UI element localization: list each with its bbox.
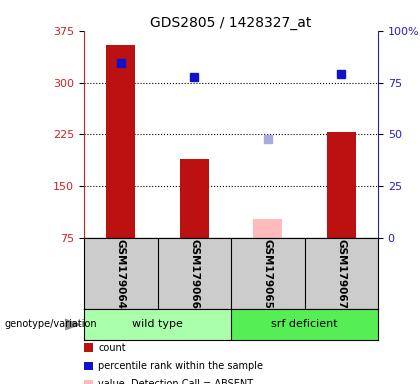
Text: GSM179066: GSM179066 [189,239,199,308]
Text: GSM179067: GSM179067 [336,238,346,309]
Text: genotype/variation: genotype/variation [4,319,97,329]
Text: srf deficient: srf deficient [271,319,338,329]
Bar [106,45,135,238]
Text: count: count [98,343,126,353]
Bar [327,132,356,238]
Text: percentile rank within the sample: percentile rank within the sample [98,361,263,371]
Bar [231,309,378,340]
Title: GDS2805 / 1428327_at: GDS2805 / 1428327_at [150,16,312,30]
Text: wild type: wild type [132,319,183,329]
Bar [180,159,209,238]
Bar [253,219,282,238]
Text: value, Detection Call = ABSENT: value, Detection Call = ABSENT [98,379,253,384]
Polygon shape [65,319,82,330]
Text: GSM179065: GSM179065 [263,239,273,308]
Bar [84,309,231,340]
Text: GSM179064: GSM179064 [116,238,126,309]
